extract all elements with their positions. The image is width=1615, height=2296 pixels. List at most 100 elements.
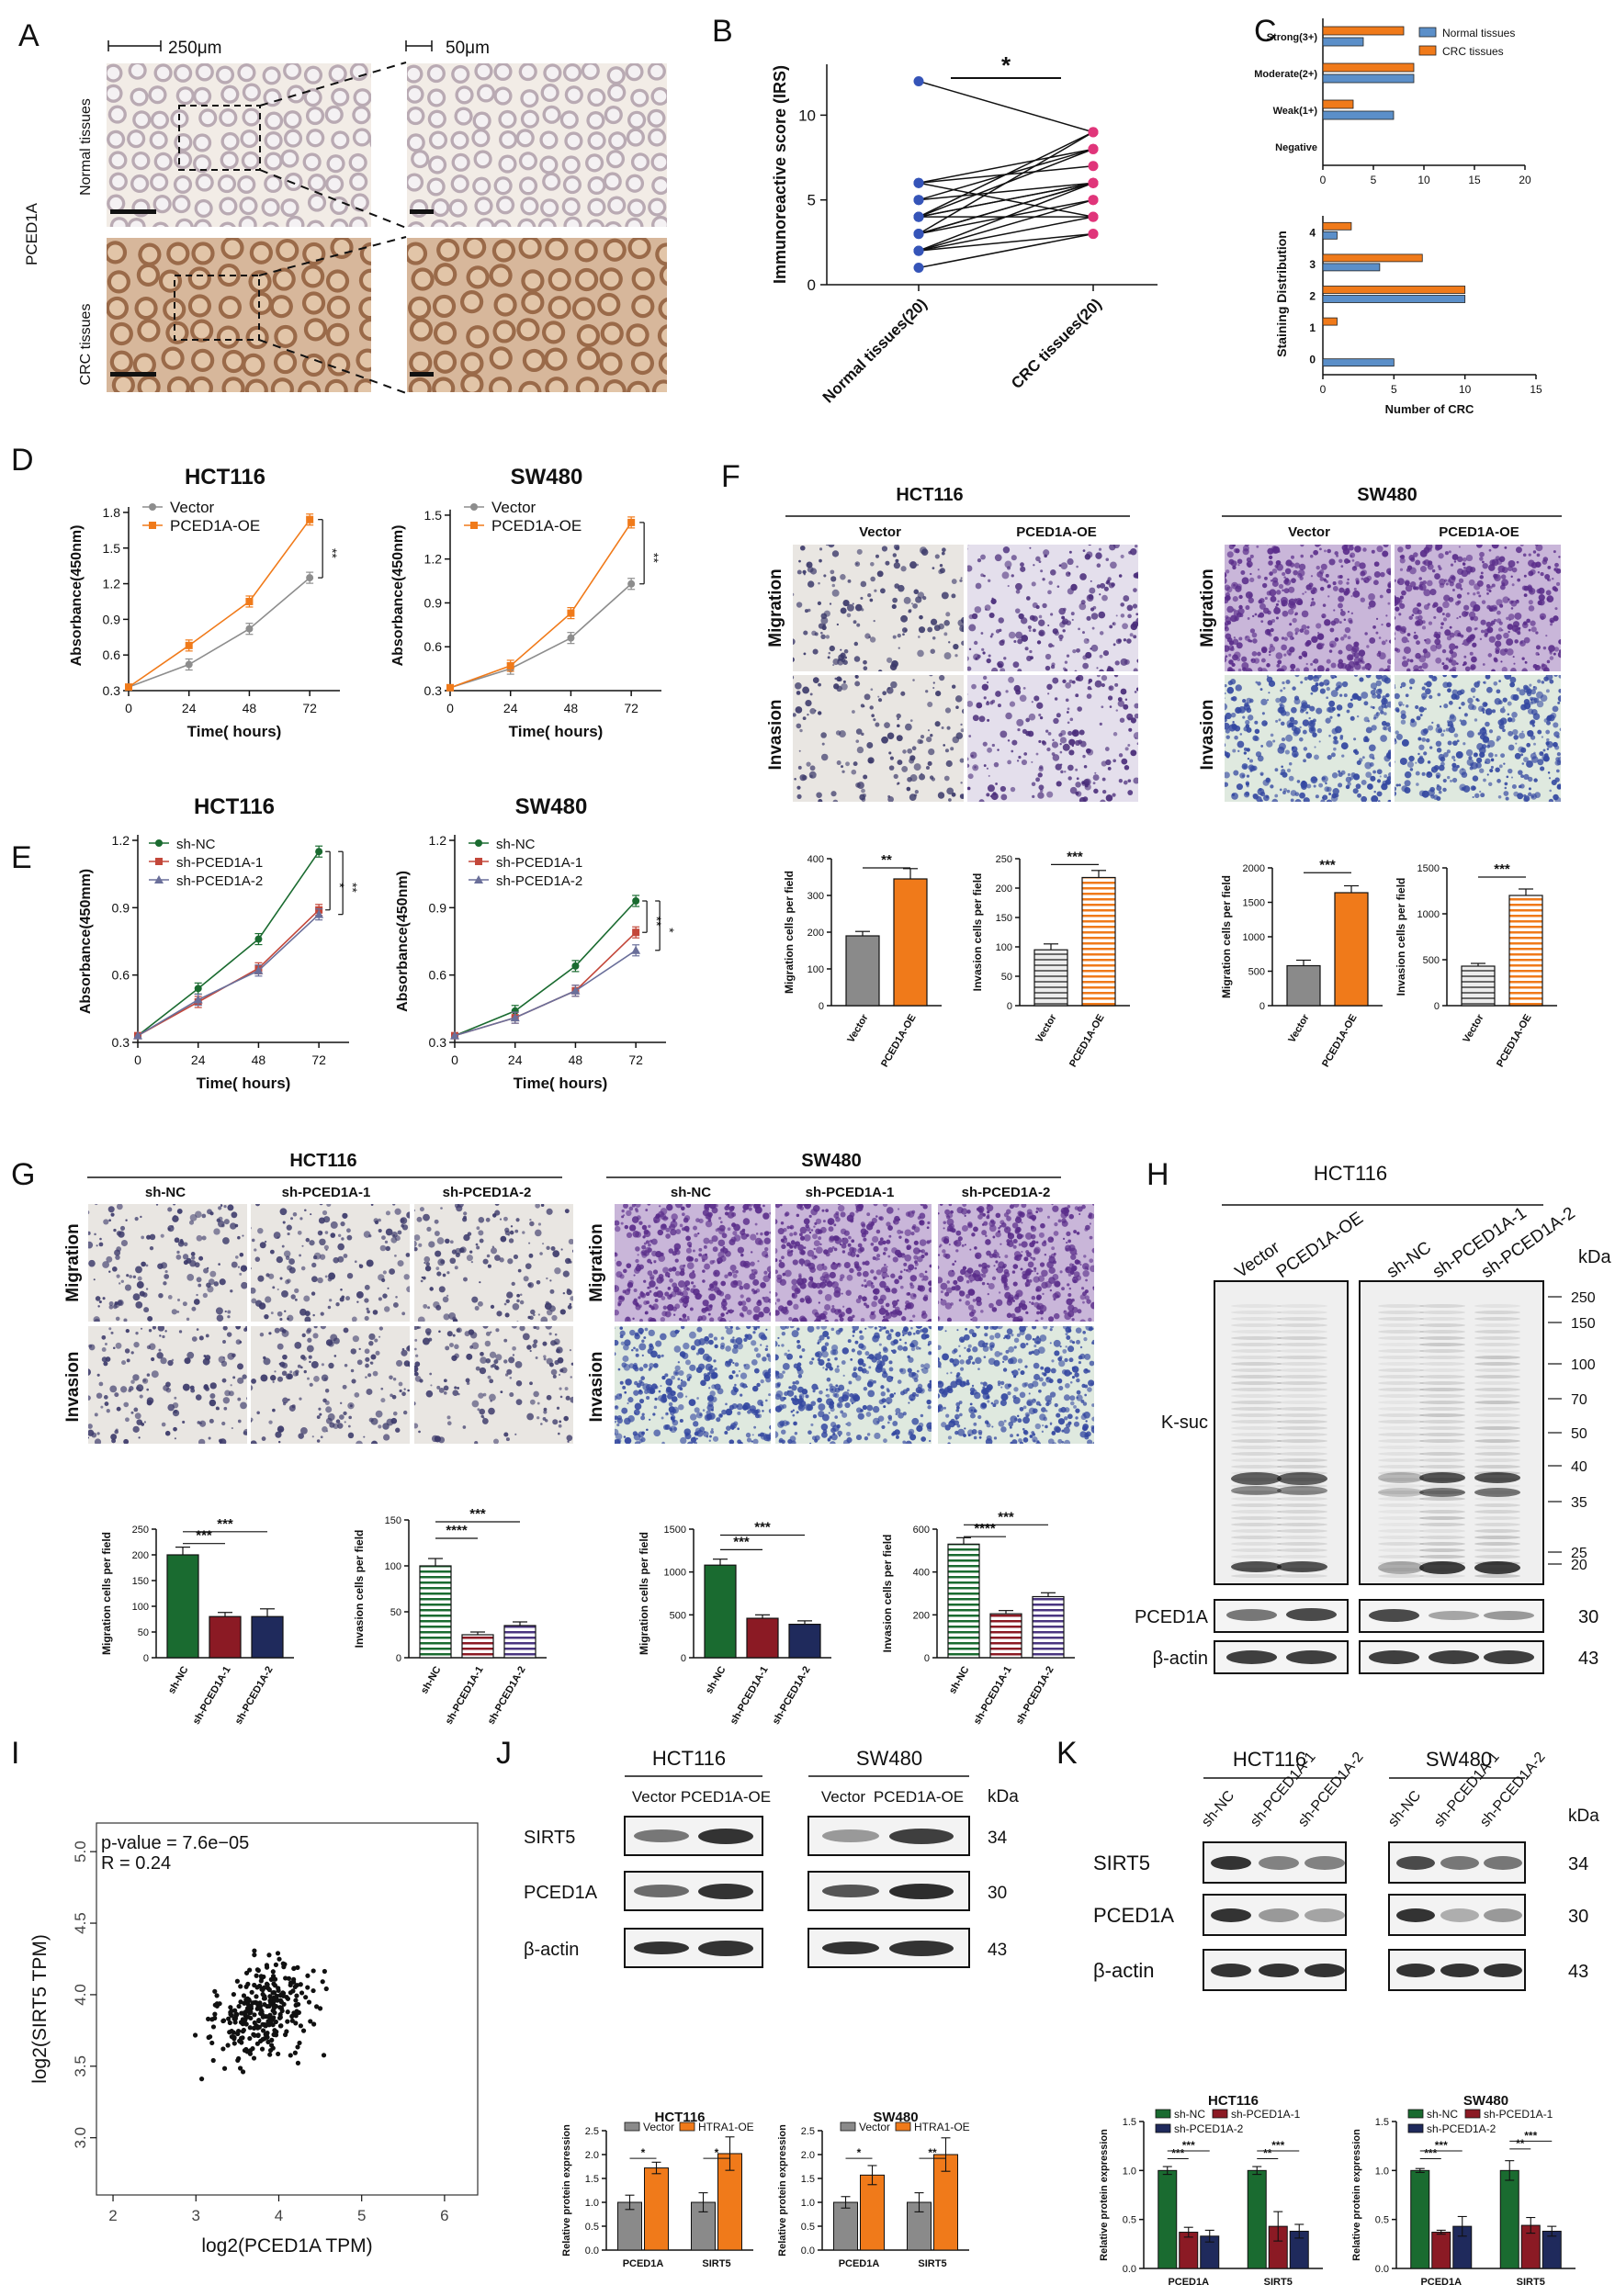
x-tick-label: 72 [628,1052,643,1067]
lumen [609,152,622,165]
cell-dot [1545,689,1550,693]
cell-dot [418,1430,421,1434]
cell-dot [1225,735,1230,739]
cell-dot [559,1373,561,1377]
cell-dot [1371,725,1377,731]
cell-dot [1486,773,1489,776]
cell-dot [303,1295,311,1302]
cell-dot [1257,575,1261,580]
cell-dot [827,656,830,659]
cell-dot [327,1412,335,1421]
cell-dot [1456,593,1463,599]
cell-dot [279,1361,286,1367]
cell-dot [1307,674,1314,681]
cell-dot [115,1255,120,1260]
cell-dot [363,1231,371,1238]
cell-dot [1086,693,1092,699]
lumen [115,377,131,393]
lumen [408,88,422,101]
lumen [273,298,289,315]
cell-dot [309,1382,313,1387]
cell-dot [735,1269,739,1274]
cell-dot [1243,726,1248,732]
cell-dot [1293,727,1301,735]
cell-dot [1225,712,1232,720]
cell-dot [1233,583,1237,587]
cell-dot [1315,674,1322,679]
cell-dot [1313,668,1317,672]
cell-dot [893,562,900,569]
cell-dot [1268,555,1273,560]
cell-dot [1095,552,1102,559]
cell-dot [1424,682,1427,686]
lumen [661,328,668,343]
cell-dot [1271,798,1279,803]
micrograph-border [105,62,373,229]
micrograph-border [405,62,669,229]
cell-dot [1065,571,1071,577]
cell-dot [1490,604,1498,612]
cell-dot [1481,600,1486,604]
cell-dot [1326,696,1329,700]
cell-dot [796,793,802,799]
lumen [328,382,344,393]
cell-dot [1014,608,1021,613]
cell-dot [1327,754,1332,760]
cell-dot [1031,760,1033,763]
lumen [496,222,509,228]
cell-dot [237,1266,241,1268]
cell-dot [190,1255,196,1260]
cell-dot [1310,604,1313,607]
cell-dot [274,1327,280,1334]
lumen [654,219,667,228]
lumen [520,321,536,338]
cell-dot [1452,589,1455,591]
cell-dot [469,1250,473,1254]
cell-dot [1302,719,1310,726]
cell-dot [678,1280,685,1289]
cell-dot [1482,731,1487,737]
cell-dot [509,1376,513,1379]
cell-dot [1387,583,1392,589]
cell-dot [1300,681,1304,684]
lumen [170,245,186,262]
lumen [630,201,643,215]
cell-dot [452,1334,456,1337]
cell-dot [407,1389,410,1392]
cell-dot [1267,620,1273,625]
cell-dot [1257,681,1261,686]
cell-dot [533,1313,536,1317]
lumen [653,90,667,103]
cell-dot [133,1341,140,1348]
cell-dot [1369,637,1376,644]
cell-dot [1509,681,1516,688]
cell-dot [242,1234,244,1237]
cell-dot [1284,578,1290,582]
lumen [331,356,347,373]
cell-dot [463,1277,468,1282]
cell-dot [537,1222,542,1226]
cell-dot [1099,654,1103,658]
cell-dot [276,1255,283,1264]
cell-dot [223,1219,230,1225]
cell-dot [1375,680,1383,687]
cell-dot [1450,563,1454,567]
cell-dot [319,1238,326,1246]
cell-dot [301,1333,306,1338]
lumen [435,380,452,393]
lumen [223,87,237,101]
lumen [306,246,322,262]
chart-title: SW480 [511,465,583,490]
cell-dot [378,1297,382,1301]
cell-dot [565,1395,570,1401]
cell-dot [570,1396,574,1403]
cell-dot [1287,608,1294,615]
cell-dot [507,1233,511,1236]
cell-dot [959,758,965,763]
cell-dot [951,684,956,689]
lumen [287,175,300,188]
micrograph-texture [966,674,1139,803]
cell-dot [294,1341,302,1349]
cell-dot [1029,649,1033,654]
data-point [194,985,202,993]
